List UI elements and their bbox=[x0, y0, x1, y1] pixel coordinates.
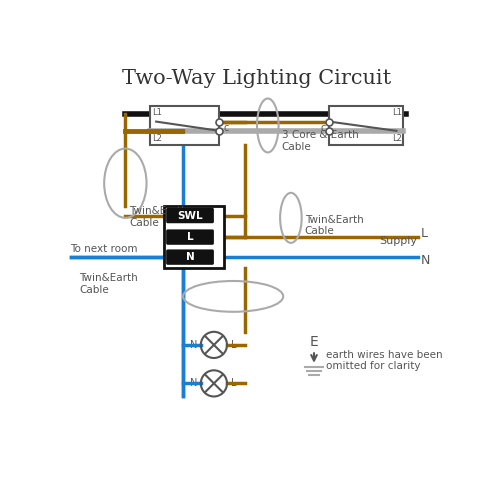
Text: L1: L1 bbox=[392, 108, 402, 116]
Text: L2: L2 bbox=[392, 134, 402, 143]
Text: E: E bbox=[310, 335, 318, 349]
Text: Twin&Earth
Cable: Twin&Earth Cable bbox=[79, 274, 138, 295]
Text: L: L bbox=[231, 340, 236, 350]
Text: To next room: To next room bbox=[70, 244, 138, 254]
FancyBboxPatch shape bbox=[166, 250, 214, 265]
Text: Two-Way Lighting Circuit: Two-Way Lighting Circuit bbox=[122, 69, 391, 88]
Text: Twin&Earth
Cable: Twin&Earth Cable bbox=[305, 215, 364, 236]
Text: 3 Core & Earth
Cable: 3 Core & Earth Cable bbox=[282, 130, 358, 152]
Text: L: L bbox=[420, 227, 428, 240]
Bar bbox=[330, 106, 402, 144]
FancyBboxPatch shape bbox=[166, 208, 214, 223]
Text: SWL: SWL bbox=[177, 210, 203, 220]
FancyBboxPatch shape bbox=[166, 230, 214, 245]
Text: N: N bbox=[420, 254, 430, 268]
Text: N: N bbox=[190, 340, 197, 350]
Bar bbox=[150, 106, 220, 144]
Text: Twin&Earth
Cable: Twin&Earth Cable bbox=[129, 206, 188, 228]
Text: L2: L2 bbox=[152, 134, 162, 143]
Text: earth wires have been
omitted for clarity: earth wires have been omitted for clarit… bbox=[326, 350, 442, 371]
Text: c: c bbox=[223, 123, 228, 133]
Text: L: L bbox=[186, 232, 194, 242]
Text: N: N bbox=[190, 378, 197, 388]
Text: c: c bbox=[320, 123, 326, 133]
Text: L1: L1 bbox=[152, 108, 162, 116]
Text: Supply: Supply bbox=[380, 236, 418, 246]
Text: L: L bbox=[231, 378, 236, 388]
Bar bbox=[164, 206, 224, 268]
Text: N: N bbox=[186, 252, 194, 262]
